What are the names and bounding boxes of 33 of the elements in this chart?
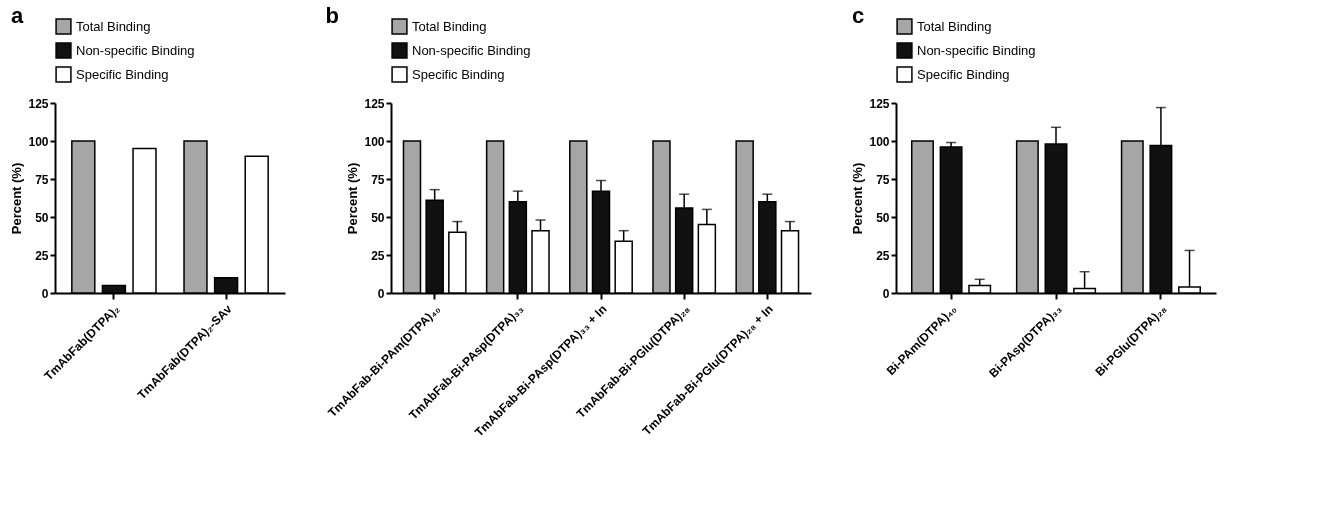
y-tick-label: 75: [371, 172, 385, 187]
legend-label: Total Binding: [76, 18, 151, 34]
y-tick-label: 100: [28, 134, 49, 149]
y-axis-title: Percent (%): [850, 162, 866, 235]
y-tick-label: 50: [876, 210, 890, 225]
chart-title: c: [851, 3, 865, 28]
y-tick-label: 25: [876, 248, 890, 263]
legend-label: Non-specific Binding: [917, 42, 1036, 58]
y-tick-label: 0: [377, 286, 385, 301]
y-tick-label: 25: [35, 248, 49, 263]
y-tick-label: 125: [869, 96, 890, 111]
legend-label: Specific Binding: [76, 66, 169, 82]
y-tick-label: 100: [869, 134, 890, 149]
y-tick-label: 125: [28, 96, 49, 111]
y-tick-label: 75: [876, 172, 890, 187]
y-axis-title: Percent (%): [9, 162, 25, 235]
legend-label: Total Binding: [917, 18, 992, 34]
chart-title: a: [10, 3, 24, 28]
y-tick-label: 75: [35, 172, 49, 187]
legend-label: Non-specific Binding: [412, 42, 531, 58]
legend-label: Specific Binding: [412, 66, 505, 82]
y-axis-title: Percent (%): [345, 162, 361, 235]
y-tick-label: 125: [364, 96, 385, 111]
legend-label: Specific Binding: [917, 66, 1010, 82]
y-tick-label: 25: [371, 248, 385, 263]
y-tick-label: 50: [35, 210, 49, 225]
chart-title: b: [325, 3, 339, 28]
legend-label: Total Binding: [412, 18, 487, 34]
legend-label: Non-specific Binding: [76, 42, 195, 58]
y-tick-label: 100: [364, 134, 385, 149]
y-tick-label: 0: [41, 286, 49, 301]
y-tick-label: 50: [371, 210, 385, 225]
y-tick-label: 0: [882, 286, 890, 301]
